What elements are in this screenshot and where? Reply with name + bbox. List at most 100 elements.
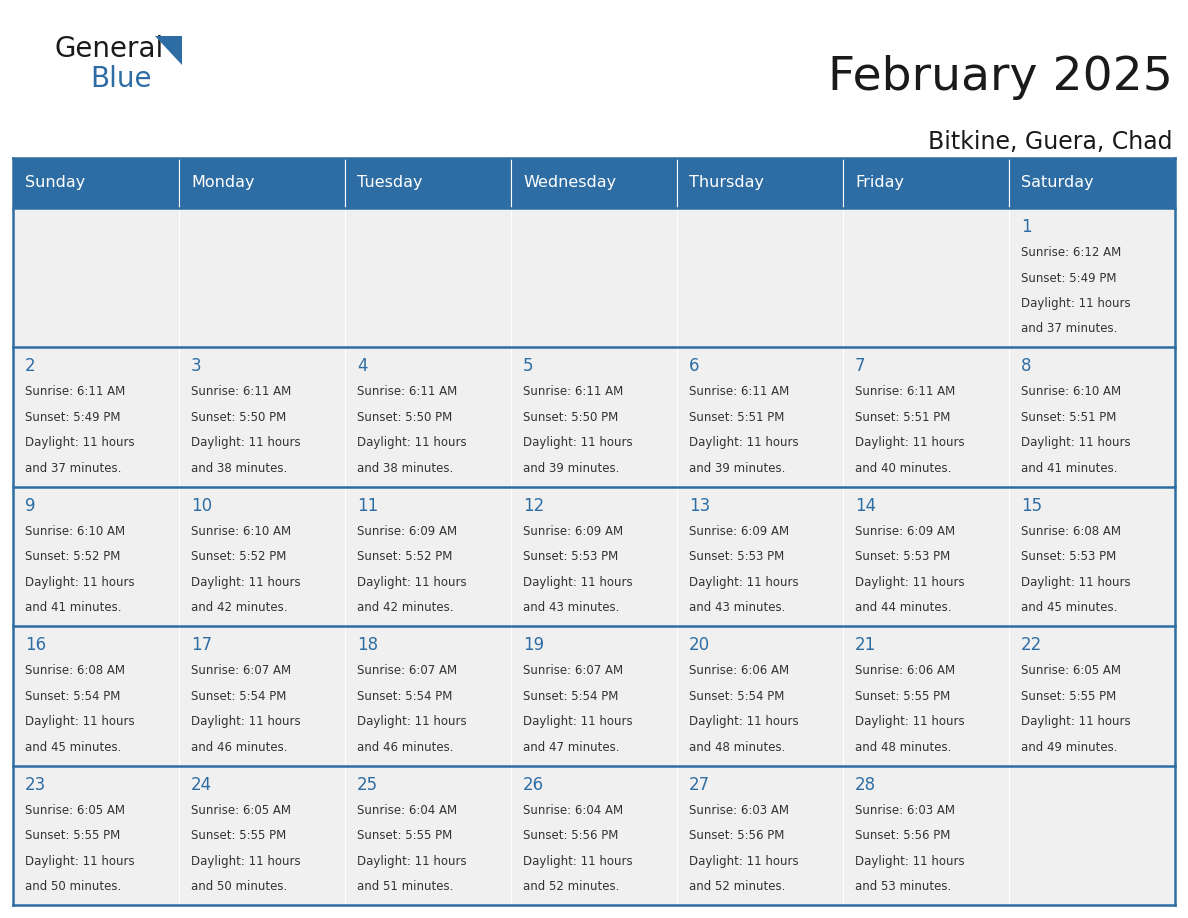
Text: Daylight: 11 hours: Daylight: 11 hours (855, 715, 965, 728)
Text: Sunset: 5:54 PM: Sunset: 5:54 PM (358, 689, 453, 702)
Text: and 48 minutes.: and 48 minutes. (855, 741, 952, 754)
Text: and 49 minutes.: and 49 minutes. (1020, 741, 1118, 754)
Text: Daylight: 11 hours: Daylight: 11 hours (358, 576, 467, 588)
Text: Sunrise: 6:06 AM: Sunrise: 6:06 AM (855, 665, 955, 677)
Text: Daylight: 11 hours: Daylight: 11 hours (855, 576, 965, 588)
Text: Sunrise: 6:09 AM: Sunrise: 6:09 AM (855, 525, 955, 538)
Text: and 46 minutes.: and 46 minutes. (358, 741, 454, 754)
Text: Sunrise: 6:07 AM: Sunrise: 6:07 AM (191, 665, 291, 677)
Text: Daylight: 11 hours: Daylight: 11 hours (191, 715, 301, 728)
Text: and 40 minutes.: and 40 minutes. (855, 462, 952, 475)
Text: and 45 minutes.: and 45 minutes. (25, 741, 121, 754)
Text: 3: 3 (191, 357, 202, 375)
Text: Sunset: 5:52 PM: Sunset: 5:52 PM (191, 550, 286, 564)
Bar (511, 158, 677, 208)
Bar (345, 487, 511, 626)
Text: 5: 5 (523, 357, 533, 375)
Bar (511, 487, 677, 626)
Text: and 38 minutes.: and 38 minutes. (191, 462, 287, 475)
Text: Daylight: 11 hours: Daylight: 11 hours (1020, 436, 1131, 450)
Text: Sunrise: 6:04 AM: Sunrise: 6:04 AM (358, 803, 457, 817)
Bar (677, 626, 843, 766)
Text: Sunset: 5:53 PM: Sunset: 5:53 PM (855, 550, 950, 564)
Text: Sunset: 5:54 PM: Sunset: 5:54 PM (25, 689, 120, 702)
Text: Sunset: 5:53 PM: Sunset: 5:53 PM (523, 550, 618, 564)
Bar (843, 487, 1009, 626)
Text: 27: 27 (689, 776, 710, 793)
Bar (13, 208, 179, 347)
Text: Sunrise: 6:11 AM: Sunrise: 6:11 AM (689, 386, 789, 398)
Text: Sunrise: 6:03 AM: Sunrise: 6:03 AM (689, 803, 789, 817)
Bar (843, 208, 1009, 347)
Text: Sunrise: 6:05 AM: Sunrise: 6:05 AM (1020, 665, 1121, 677)
Text: 20: 20 (689, 636, 710, 655)
Text: Sunset: 5:52 PM: Sunset: 5:52 PM (25, 550, 120, 564)
Bar (13, 158, 179, 208)
Bar (843, 158, 1009, 208)
Bar (345, 208, 511, 347)
Text: and 42 minutes.: and 42 minutes. (191, 601, 287, 614)
Text: Daylight: 11 hours: Daylight: 11 hours (523, 436, 633, 450)
Bar (677, 208, 843, 347)
Text: 2: 2 (25, 357, 36, 375)
Text: and 37 minutes.: and 37 minutes. (25, 462, 121, 475)
Text: Sunset: 5:55 PM: Sunset: 5:55 PM (358, 829, 453, 842)
Text: Daylight: 11 hours: Daylight: 11 hours (25, 715, 134, 728)
Text: Sunset: 5:51 PM: Sunset: 5:51 PM (855, 411, 950, 424)
Text: and 46 minutes.: and 46 minutes. (191, 741, 287, 754)
Text: Daylight: 11 hours: Daylight: 11 hours (689, 715, 798, 728)
Text: 25: 25 (358, 776, 378, 793)
Text: Sunrise: 6:05 AM: Sunrise: 6:05 AM (191, 803, 291, 817)
Bar (1009, 626, 1175, 766)
Bar (1009, 208, 1175, 347)
Text: Sunset: 5:55 PM: Sunset: 5:55 PM (1020, 689, 1117, 702)
Text: Daylight: 11 hours: Daylight: 11 hours (689, 855, 798, 868)
Text: Thursday: Thursday (689, 175, 764, 191)
Text: Tuesday: Tuesday (358, 175, 423, 191)
Text: Sunset: 5:50 PM: Sunset: 5:50 PM (523, 411, 618, 424)
Text: 18: 18 (358, 636, 378, 655)
Text: Bitkine, Guera, Chad: Bitkine, Guera, Chad (929, 130, 1173, 154)
Text: Daylight: 11 hours: Daylight: 11 hours (523, 855, 633, 868)
Text: Sunrise: 6:11 AM: Sunrise: 6:11 AM (855, 386, 955, 398)
Text: 16: 16 (25, 636, 46, 655)
Text: Sunset: 5:56 PM: Sunset: 5:56 PM (523, 829, 619, 842)
Bar (511, 208, 677, 347)
Text: Monday: Monday (191, 175, 254, 191)
Text: Daylight: 11 hours: Daylight: 11 hours (855, 855, 965, 868)
Text: 10: 10 (191, 497, 213, 515)
Text: Sunset: 5:50 PM: Sunset: 5:50 PM (191, 411, 286, 424)
Text: Sunrise: 6:11 AM: Sunrise: 6:11 AM (358, 386, 457, 398)
Text: and 42 minutes.: and 42 minutes. (358, 601, 454, 614)
Text: Daylight: 11 hours: Daylight: 11 hours (523, 576, 633, 588)
Text: Daylight: 11 hours: Daylight: 11 hours (855, 436, 965, 450)
Text: Sunset: 5:55 PM: Sunset: 5:55 PM (25, 829, 120, 842)
Text: Wednesday: Wednesday (523, 175, 617, 191)
Bar (179, 626, 345, 766)
Text: Sunrise: 6:10 AM: Sunrise: 6:10 AM (25, 525, 125, 538)
Text: Sunrise: 6:09 AM: Sunrise: 6:09 AM (523, 525, 624, 538)
Text: Saturday: Saturday (1020, 175, 1094, 191)
Text: Sunrise: 6:10 AM: Sunrise: 6:10 AM (191, 525, 291, 538)
Text: 11: 11 (358, 497, 378, 515)
Bar (13, 766, 179, 905)
Bar (677, 158, 843, 208)
Text: Sunset: 5:56 PM: Sunset: 5:56 PM (855, 829, 950, 842)
Bar (179, 487, 345, 626)
Bar (511, 347, 677, 487)
Text: Daylight: 11 hours: Daylight: 11 hours (1020, 297, 1131, 310)
Text: and 44 minutes.: and 44 minutes. (855, 601, 952, 614)
Text: Sunset: 5:55 PM: Sunset: 5:55 PM (191, 829, 286, 842)
Bar (345, 766, 511, 905)
Text: Sunrise: 6:08 AM: Sunrise: 6:08 AM (1020, 525, 1121, 538)
Text: 28: 28 (855, 776, 876, 793)
Text: Daylight: 11 hours: Daylight: 11 hours (25, 436, 134, 450)
Bar (511, 766, 677, 905)
Text: 19: 19 (523, 636, 544, 655)
Text: 23: 23 (25, 776, 46, 793)
Text: 6: 6 (689, 357, 700, 375)
Text: and 52 minutes.: and 52 minutes. (689, 880, 785, 893)
Bar (677, 347, 843, 487)
Text: 15: 15 (1020, 497, 1042, 515)
Bar (179, 766, 345, 905)
